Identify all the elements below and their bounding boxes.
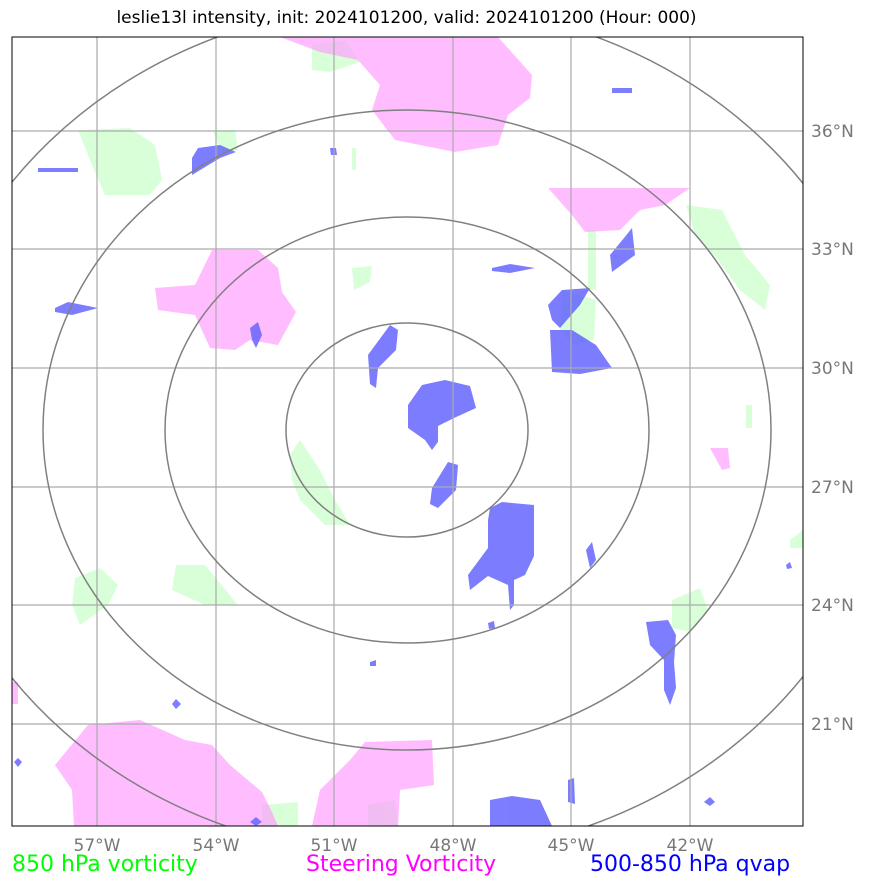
qvap-area xyxy=(55,302,98,315)
latitude-labels: 36°N 33°N 30°N 27°N 24°N 21°N xyxy=(811,122,854,735)
qvap-area xyxy=(786,562,792,569)
qvap-area xyxy=(492,264,535,273)
steering-area xyxy=(280,37,532,152)
vort850-area xyxy=(352,266,372,290)
vort850-area xyxy=(78,128,162,195)
vort850-area xyxy=(72,568,118,625)
lat-label: 33°N xyxy=(811,240,854,260)
lat-label: 27°N xyxy=(811,478,854,498)
graticule xyxy=(12,37,803,826)
steering-area xyxy=(548,188,690,232)
qvap-area xyxy=(586,542,596,568)
legend-qvap: 500-850 hPa qvap xyxy=(590,852,791,877)
qvap-area xyxy=(646,620,676,705)
steering-area xyxy=(12,682,18,704)
range-ring-1 xyxy=(285,322,529,538)
vort850-area xyxy=(686,205,770,310)
lat-label: 24°N xyxy=(811,596,854,616)
vort850-area xyxy=(746,405,752,428)
qvap-area xyxy=(250,322,262,348)
steering-area xyxy=(710,448,730,470)
lon-label: 51°W xyxy=(311,836,358,856)
lon-label: 54°W xyxy=(193,836,240,856)
lon-label: 45°W xyxy=(548,836,595,856)
qvap-area xyxy=(610,228,635,272)
plot-frame xyxy=(11,36,804,827)
qvap-area xyxy=(408,380,476,450)
steering-area xyxy=(55,720,278,826)
qvap-area xyxy=(38,168,78,172)
lat-label: 36°N xyxy=(811,122,854,142)
range-ring-2 xyxy=(164,216,650,644)
qvap-area xyxy=(548,288,590,328)
qvap-area xyxy=(612,88,632,93)
qvap-area xyxy=(250,817,262,826)
vort850-area xyxy=(588,230,596,290)
range-ring-3 xyxy=(42,109,772,751)
qvap-area xyxy=(704,797,715,806)
qvap-area xyxy=(490,796,552,826)
lon-label: 48°W xyxy=(430,836,477,856)
qvap-area xyxy=(14,758,22,767)
lat-label: 21°N xyxy=(811,715,854,735)
qvap-area xyxy=(172,699,181,709)
lon-label: 42°W xyxy=(667,836,714,856)
lat-label: 30°N xyxy=(811,359,854,379)
range-rings xyxy=(12,37,803,826)
map-title: leslie13l intensity, init: 2024101200, v… xyxy=(116,8,697,28)
legend-steering-vorticity: Steering Vorticity xyxy=(306,852,497,877)
vort850-area xyxy=(172,565,238,605)
steering-vorticity-areas xyxy=(12,37,730,826)
longitude-labels: 57°W 54°W 51°W 48°W 45°W 42°W xyxy=(74,836,714,856)
legend-850-vorticity: 850 hPa vorticity xyxy=(12,852,198,877)
lon-label: 57°W xyxy=(74,836,121,856)
vort850-area xyxy=(352,148,356,170)
qvap-areas xyxy=(14,88,792,826)
qvap-area xyxy=(430,462,458,508)
qvap-area xyxy=(368,325,398,388)
qvap-area xyxy=(488,621,495,629)
qvap-area xyxy=(550,330,612,374)
qvap-area xyxy=(468,502,534,610)
steering-area xyxy=(155,250,296,350)
qvap-area xyxy=(370,660,376,666)
vort850-area xyxy=(790,530,803,548)
vort850-area xyxy=(290,440,350,525)
steering-area xyxy=(312,740,434,826)
